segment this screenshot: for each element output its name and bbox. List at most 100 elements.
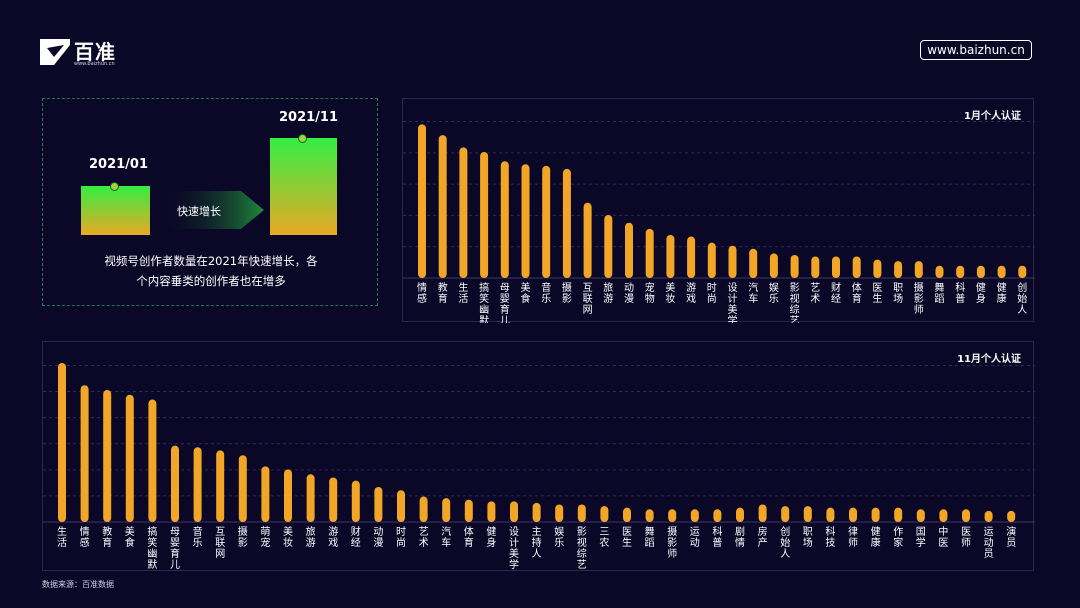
category-label-财经: 财: [831, 281, 841, 294]
category-label-三农: 三: [599, 527, 609, 538]
caption-line-2: 个内容垂类的创作者也在增多: [136, 274, 286, 288]
bar-律师: [849, 507, 857, 522]
nov-chart-title: 11月个人认证: [957, 354, 1021, 365]
category-label-时尚: 尚: [707, 292, 717, 305]
category-label-汽车: 汽: [748, 281, 758, 294]
category-label-创始人: 创: [780, 525, 790, 538]
bar-健身: [976, 265, 985, 278]
category-label-母婴育儿: 儿: [170, 559, 180, 571]
category-label-汽车: 车: [748, 292, 758, 305]
category-label-时尚: 时: [396, 526, 406, 538]
nov-chart-panel: 11月个人认证 生活情感教育美食搞笑幽默母婴育儿音乐互联网摄影萌宠美妆旅游游戏财…: [42, 341, 1035, 571]
category-label-萌宠: 萌: [260, 525, 270, 538]
category-label-体育: 体: [464, 526, 474, 538]
nov-volume-bar: [270, 138, 337, 235]
bar-教育: [103, 389, 112, 522]
category-label-搞笑幽默: 默: [147, 559, 157, 571]
bar-情感: [418, 124, 426, 278]
category-label-搞笑幽默: 默: [479, 315, 489, 323]
category-label-舞蹈: 舞: [935, 282, 945, 294]
category-label-运动: 运: [690, 526, 700, 538]
category-label-舞蹈: 舞: [645, 526, 655, 538]
category-label-创始人: 创: [1017, 281, 1027, 294]
bar-搞笑幽默: [148, 399, 157, 522]
category-label-健康: 健: [871, 526, 881, 538]
category-label-音乐: 音: [193, 525, 203, 538]
category-label-生活: 生: [57, 525, 67, 538]
category-label-互联网: 网: [583, 304, 593, 316]
category-label-互联网: 互: [215, 526, 225, 538]
bar-艺术: [419, 496, 428, 522]
bar-影视综艺: [577, 504, 586, 522]
category-label-动漫: 漫: [373, 537, 383, 549]
category-label-设计美学: 设: [728, 282, 738, 294]
category-label-旅游: 游: [306, 536, 316, 549]
bar-设计美学: [510, 501, 518, 522]
category-label-母婴育儿: 育: [500, 303, 510, 316]
category-label-动漫: 动: [624, 282, 634, 294]
bar-国学: [916, 509, 925, 522]
category-label-教育: 育: [438, 292, 448, 305]
category-label-职场: 职: [803, 526, 813, 538]
category-label-体育: 体: [852, 282, 862, 294]
category-label-财经: 财: [351, 525, 361, 538]
category-label-设计美学: 计: [728, 292, 738, 305]
bar-健身: [487, 501, 496, 522]
category-label-美食: 美: [521, 281, 531, 294]
category-label-职场: 职: [893, 282, 903, 294]
bar-娱乐: [555, 504, 564, 522]
category-label-主持人: 主: [532, 526, 542, 538]
jan-chart-svg: 情感教育生活搞笑幽默母婴育儿美食音乐摄影互联网旅游动漫宠物美妆游戏时尚设计美学汽…: [403, 121, 1035, 323]
bar-时尚: [707, 242, 716, 278]
bar-职场: [894, 261, 903, 278]
category-label-影视综艺: 视: [577, 536, 587, 549]
bar-摄影师: [668, 509, 677, 522]
bar-设计美学: [728, 245, 737, 278]
category-label-中医: 中: [938, 525, 948, 538]
category-label-母婴育儿: 婴: [500, 293, 510, 305]
category-label-娱乐: 娱: [769, 281, 779, 294]
category-label-房产: 产: [758, 536, 768, 549]
category-label-主持人: 持: [532, 536, 542, 549]
category-label-作家: 作: [893, 526, 903, 538]
bar-音乐: [193, 447, 202, 522]
category-label-音乐: 乐: [541, 293, 551, 305]
category-label-互联网: 网: [215, 548, 225, 560]
category-label-作家: 家: [893, 536, 903, 549]
category-label-运动: 动: [690, 537, 700, 549]
category-label-母婴育儿: 母: [170, 526, 180, 538]
bar-房产: [758, 504, 767, 522]
category-label-摄影师: 师: [667, 547, 677, 560]
category-label-影视综艺: 艺: [577, 559, 587, 571]
site-url-badge[interactable]: www.baizhun.cn: [920, 40, 1032, 60]
category-label-宠物: 物: [645, 292, 655, 305]
bar-旅游: [306, 474, 315, 522]
category-label-搞笑幽默: 幽: [479, 304, 489, 316]
category-label-摄影师: 影: [667, 537, 677, 549]
category-label-教育: 教: [438, 281, 448, 294]
bar-生活: [459, 147, 468, 278]
category-label-艺术: 术: [419, 537, 429, 549]
bar-中医: [939, 509, 948, 522]
bar-演员: [1007, 510, 1016, 522]
bar-摄影: [562, 168, 571, 278]
category-label-体育: 育: [464, 536, 474, 549]
category-label-医生: 生: [872, 292, 882, 305]
category-label-娱乐: 娱: [554, 525, 564, 538]
bar-影视综艺: [790, 254, 799, 278]
category-label-律师: 师: [848, 536, 858, 549]
category-label-搞笑幽默: 搞: [147, 525, 157, 538]
bar-动漫: [374, 487, 383, 522]
category-label-运动员: 员: [984, 548, 994, 560]
category-label-设计美学: 美: [728, 303, 738, 316]
bar-运动: [690, 509, 699, 522]
category-label-宠物: 宠: [645, 281, 655, 294]
category-label-医生: 生: [622, 536, 632, 549]
bar-生活: [58, 362, 66, 522]
bar-萌宠: [261, 466, 270, 522]
growth-caption: 视频号创作者数量在2021年快速增长，各 个内容垂类的创作者也在增多: [63, 251, 359, 291]
category-label-科普: 科: [955, 281, 965, 294]
category-label-互联网: 互: [583, 282, 593, 294]
category-label-旅游: 游: [603, 292, 613, 305]
bar-健康: [871, 507, 880, 522]
